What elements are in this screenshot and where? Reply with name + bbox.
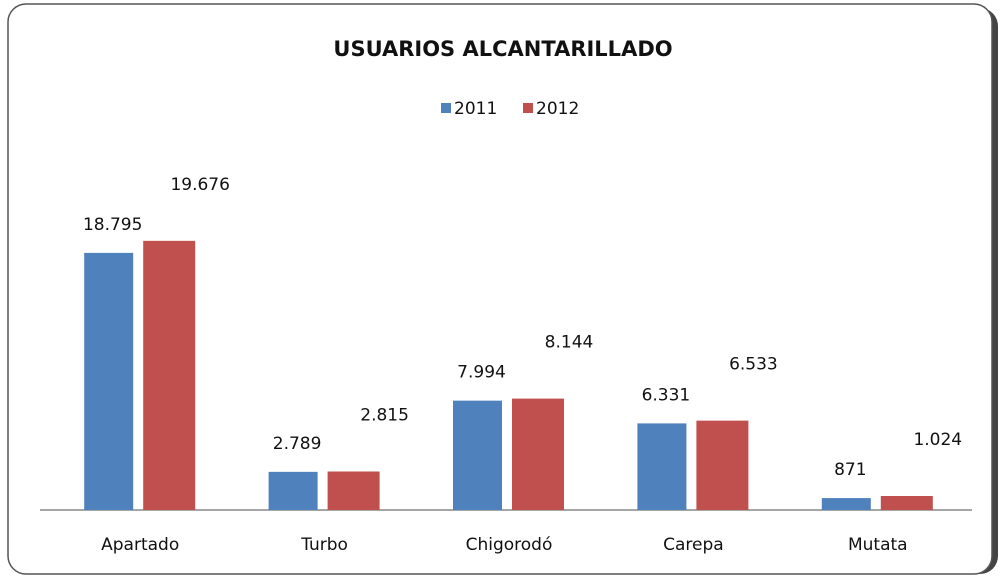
data-label: 7.994 [457, 363, 506, 383]
bar [880, 495, 933, 510]
bar [268, 471, 318, 510]
data-label: 1.024 [913, 430, 962, 450]
x-tick-label: Chigorodó [466, 535, 553, 555]
legend-swatch [523, 103, 533, 113]
data-label: 8.144 [545, 333, 594, 353]
x-tick-label: Carepa [663, 535, 724, 555]
bar [637, 423, 687, 510]
data-label: 2.789 [273, 434, 322, 454]
data-label: 18.795 [83, 215, 142, 235]
data-label: 2.815 [360, 405, 409, 425]
x-tick-label: Mutata [848, 535, 908, 555]
bar [84, 252, 134, 510]
data-label: 6.533 [729, 355, 778, 375]
x-tick-label: Turbo [300, 535, 348, 555]
bar [453, 400, 502, 510]
legend-swatch [441, 103, 451, 113]
legend-label: 2012 [536, 99, 579, 119]
data-label: 19.676 [170, 175, 229, 195]
bar [143, 240, 196, 510]
legend-label: 2011 [454, 99, 497, 119]
bar [696, 420, 749, 510]
x-tick-label: Apartado [101, 535, 179, 555]
bar [512, 398, 564, 510]
data-label: 6.331 [642, 385, 691, 405]
data-label: 871 [834, 460, 866, 480]
bar [327, 471, 380, 510]
bar [821, 498, 871, 510]
chart-title: USUARIOS ALCANTARILLADO [333, 37, 672, 61]
